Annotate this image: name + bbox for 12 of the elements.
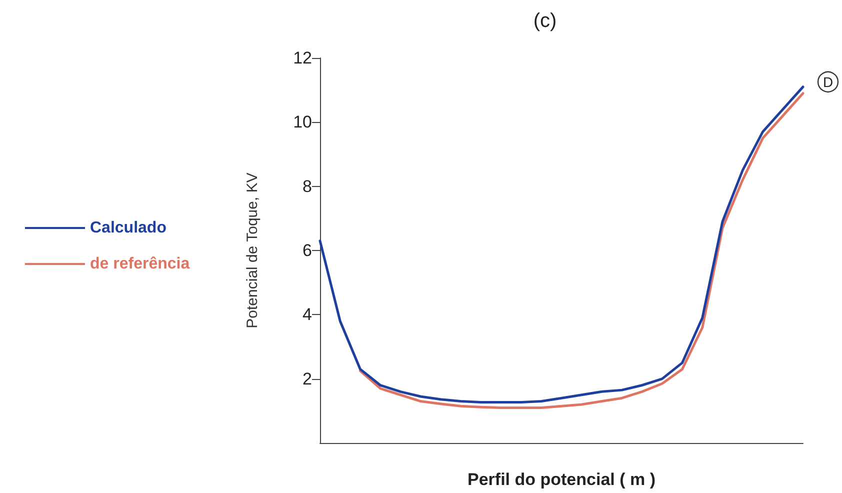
- y-tick-label: 4: [302, 305, 312, 324]
- y-tick-label: 2: [302, 369, 312, 388]
- legend-label: de referência: [90, 256, 190, 272]
- y-axis-title: Potencial de Toque, KV: [244, 172, 261, 328]
- text: D: [822, 74, 834, 90]
- y-tick-label: 8: [302, 176, 312, 196]
- y-tick-label: 12: [293, 48, 312, 68]
- x-axis-title: Perfil do potencial ( m ): [468, 470, 656, 489]
- chart-title: (c): [533, 10, 557, 32]
- y-tick-label: 10: [293, 112, 312, 132]
- y-tick-label: 6: [302, 241, 312, 260]
- legend-label: Calculado: [90, 220, 167, 236]
